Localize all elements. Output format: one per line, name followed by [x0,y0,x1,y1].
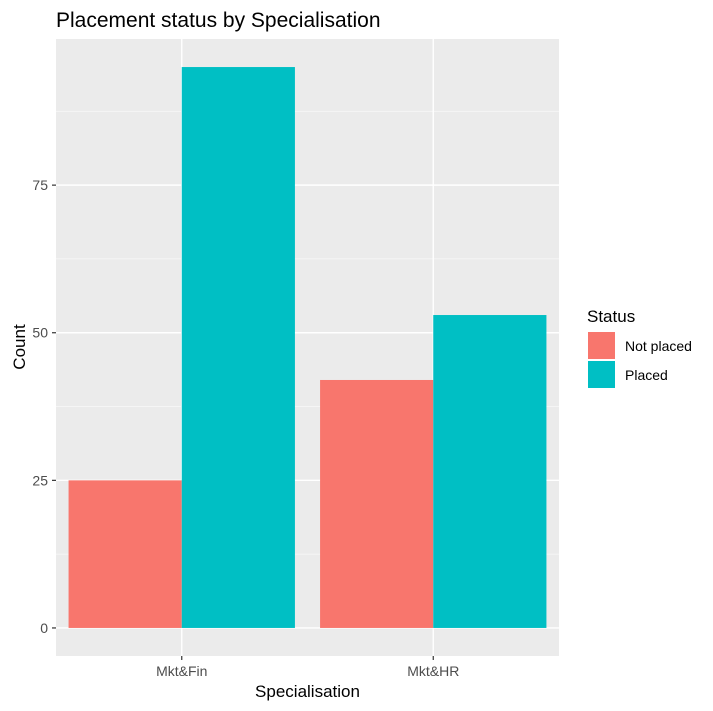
y-axis-label: Count [10,324,29,370]
y-tick-label-0: 0 [40,620,48,636]
chart-title: Placement status by Specialisation [56,9,381,32]
legend-swatch-0 [588,332,615,359]
y-tick-label-3: 75 [32,177,48,193]
bar-series [68,67,547,628]
legend: Status Not placed Placed [587,307,692,388]
bar-1-0 [320,379,434,628]
y-tick-label-2: 50 [32,325,48,341]
legend-title: Status [587,307,635,326]
y-axis: 0 25 50 75 [32,177,56,636]
x-tick-label-0: Mkt&Fin [156,663,207,679]
x-tick-label-1: Mkt&HR [407,663,459,679]
x-axis-label: Specialisation [255,682,360,701]
bar-0-1 [181,67,295,628]
legend-label-1: Placed [625,367,668,383]
x-axis: Mkt&Fin Mkt&HR [156,656,459,679]
legend-swatch-1 [588,361,615,388]
bar-1-1 [433,315,547,628]
bar-0-0 [68,480,182,628]
legend-items: Not placed Placed [588,332,692,388]
legend-label-0: Not placed [625,338,692,354]
y-tick-label-1: 25 [32,472,48,488]
